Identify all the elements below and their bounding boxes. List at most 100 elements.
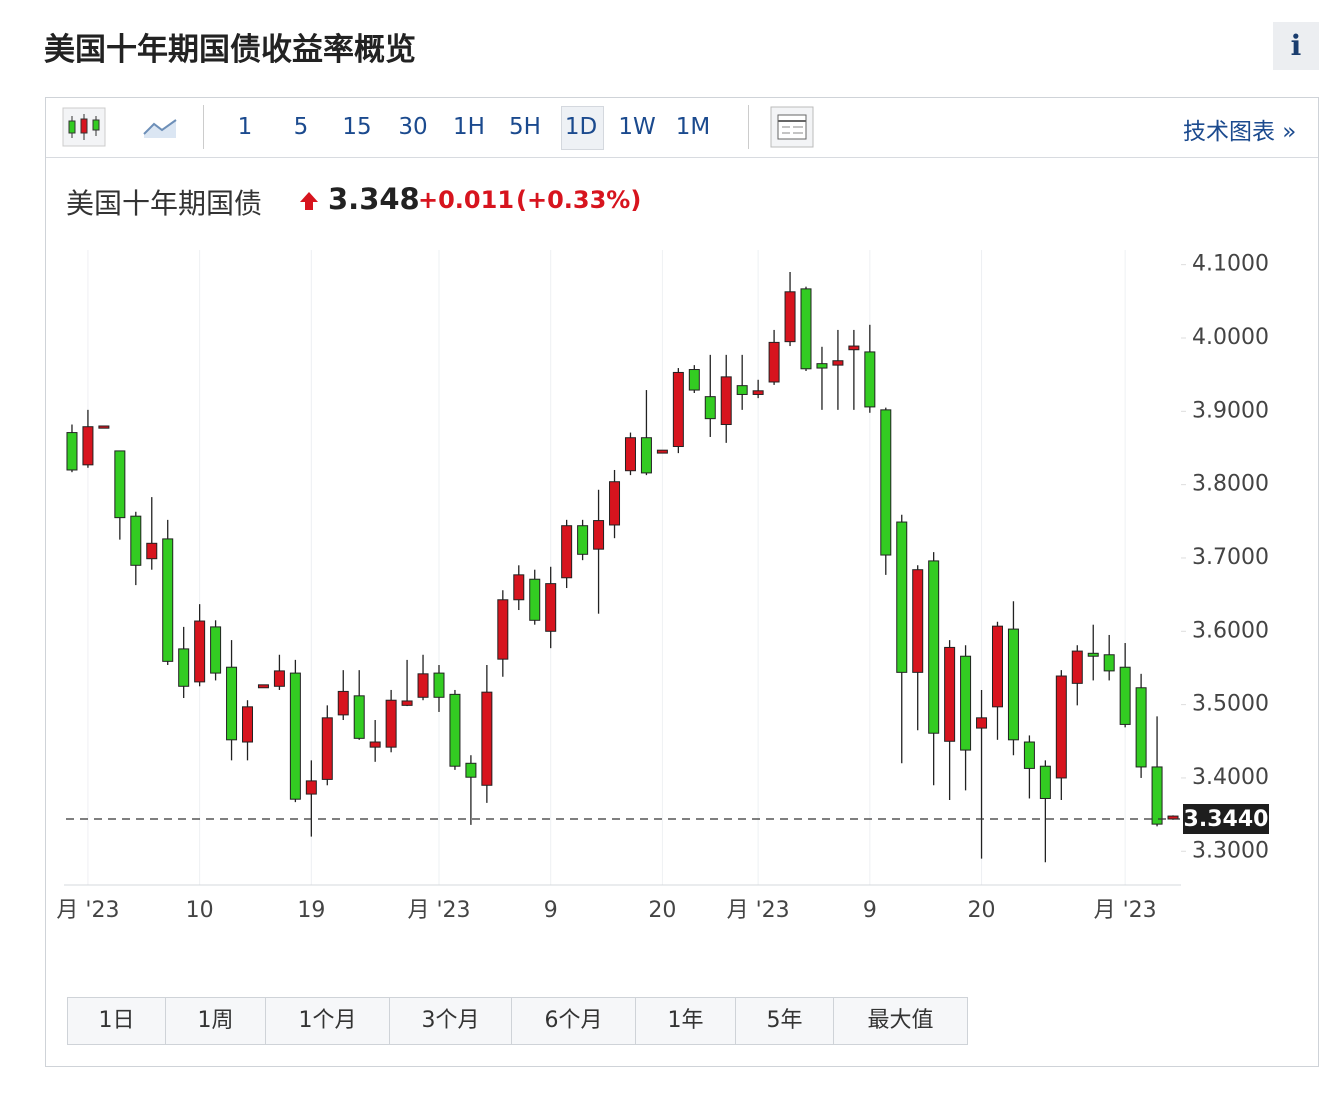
candle-body — [1151, 766, 1163, 825]
candle-body — [864, 351, 876, 408]
x-tick-label: 10 — [186, 898, 214, 923]
chart-panel — [45, 97, 1319, 1067]
technical-chart-link[interactable]: 技术图表 » — [1183, 119, 1297, 145]
quote-price: 3.348 — [328, 182, 420, 216]
x-tick-label: 9 — [863, 898, 877, 923]
x-tick-label: 20 — [648, 898, 676, 923]
candle-body — [1135, 687, 1147, 768]
candle-body — [768, 341, 780, 383]
range-button[interactable]: 3个月 — [390, 998, 512, 1044]
candle-body — [481, 691, 493, 786]
separator — [748, 105, 749, 149]
candle-body — [210, 626, 222, 674]
candle-body — [66, 432, 78, 471]
quote-name: 美国十年期国债 — [66, 187, 263, 220]
candle-body — [146, 542, 158, 560]
last-price-label: 3.3440 — [1184, 807, 1269, 832]
chart: 月 '23 10 19 月 '23 9 20 月 '23 9 20 月 '23 3.3000 3.40… — [56, 250, 1269, 923]
candle-body — [672, 371, 684, 448]
candle-body — [784, 291, 796, 343]
last-price-tag — [1183, 804, 1269, 835]
candle-body — [178, 648, 190, 687]
x-tick-label: 月 '23 — [56, 898, 119, 923]
candle-body — [577, 525, 589, 555]
candle-body — [194, 620, 206, 683]
candle-body — [449, 693, 461, 767]
x-tick-label: 月 '23 — [1094, 898, 1157, 923]
candle-body — [848, 345, 860, 351]
candle-body — [353, 695, 365, 739]
interval-button[interactable]: 1 — [237, 114, 253, 140]
line-icon[interactable] — [142, 112, 180, 142]
candle-body — [1039, 765, 1051, 799]
interval-button[interactable]: 1M — [675, 114, 711, 140]
y-tick-label: 3.4000 — [1192, 765, 1269, 790]
candle-body — [369, 741, 381, 748]
interval-button[interactable]: 5H — [509, 114, 541, 140]
candle-body — [98, 425, 110, 429]
candle-body — [257, 684, 269, 689]
candle-body — [928, 560, 940, 734]
x-tick-label: 月 '23 — [727, 898, 790, 923]
candle-body — [624, 437, 636, 472]
candle-body — [593, 520, 605, 550]
candle-body — [321, 717, 333, 780]
candle-body — [1071, 650, 1083, 684]
candle-body — [991, 625, 1003, 708]
y-tick-label: 3.6000 — [1192, 618, 1269, 643]
candle-body — [1023, 741, 1035, 769]
toolbar — [46, 98, 1318, 158]
candle-body — [1087, 652, 1099, 657]
candle-body — [656, 449, 668, 454]
range-button[interactable]: 1年 — [636, 998, 736, 1044]
candle-body — [513, 574, 525, 601]
range-button[interactable]: 6个月 — [512, 998, 636, 1044]
interval-button[interactable]: 1H — [453, 114, 485, 140]
candle-body — [1103, 654, 1115, 672]
interval-button[interactable]: 15 — [342, 114, 372, 140]
candle-body — [417, 673, 429, 698]
x-tick-label: 月 '23 — [407, 898, 470, 923]
range-button[interactable]: 1个月 — [266, 998, 390, 1044]
candle-body — [162, 538, 174, 662]
candle-body — [944, 646, 956, 742]
interval-button[interactable]: 30 — [398, 114, 428, 140]
candle-body — [912, 569, 924, 673]
candle-body — [1119, 666, 1131, 725]
candle-icon[interactable] — [62, 107, 106, 147]
x-tick-label: 9 — [544, 898, 558, 923]
candle-body — [752, 390, 764, 395]
interval-button[interactable]: 1D — [564, 114, 598, 140]
candle-body — [114, 450, 126, 519]
range-button[interactable]: 5年 — [736, 998, 834, 1044]
range-button[interactable]: 1周 — [166, 998, 266, 1044]
candle-body — [1055, 675, 1067, 779]
y-tick-label: 3.5000 — [1192, 692, 1269, 717]
candle-body — [497, 599, 509, 660]
interval-button[interactable]: 1W — [618, 114, 656, 140]
candle-body — [465, 762, 477, 778]
candle-body — [609, 481, 621, 526]
interval-button[interactable]: 5 — [293, 114, 309, 140]
candle-body — [385, 699, 397, 748]
table-icon[interactable] — [770, 106, 814, 148]
quote-change-percent: (+0.33%) — [516, 186, 642, 214]
y-tick-label: 4.0000 — [1192, 325, 1269, 350]
candle-body — [896, 521, 908, 673]
info-button[interactable]: i — [1273, 22, 1319, 70]
candle-body — [529, 578, 541, 621]
page-title: 美国十年期国债收益率概览 — [44, 32, 416, 68]
candle-body — [305, 780, 317, 795]
candle-body — [130, 515, 142, 566]
selected-interval — [561, 106, 604, 150]
y-tick-label: 3.9000 — [1192, 398, 1269, 423]
x-tick-label: 19 — [297, 898, 325, 923]
range-button[interactable]: 1日 — [68, 998, 166, 1044]
candle-body — [816, 363, 828, 369]
range-button[interactable]: 最大值 — [867, 1008, 934, 1033]
candle-body — [545, 583, 557, 632]
candle-body — [433, 672, 445, 698]
y-tick-label: 4.1000 — [1192, 252, 1269, 277]
candle-body — [832, 360, 844, 366]
candle-body — [561, 525, 573, 579]
